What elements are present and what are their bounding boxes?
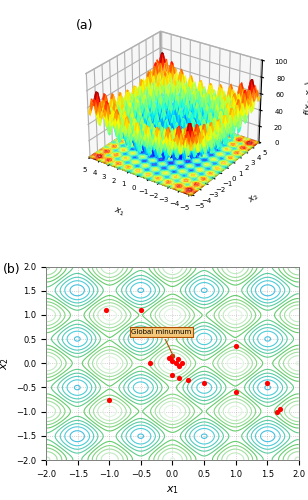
Point (175, 356, 180, 364)
Point (265, 378, 270, 386)
Point (274, 408, 279, 416)
Point (277, 405, 282, 413)
Point (173, 360, 178, 368)
Text: (b): (b) (3, 262, 21, 276)
Point (139, 306, 144, 314)
Point (148, 360, 153, 368)
Point (176, 362, 181, 370)
X-axis label: $x_1$: $x_1$ (166, 484, 179, 496)
Text: Global minumum: Global minumum (132, 329, 192, 357)
Point (107, 396, 112, 404)
Point (167, 354, 172, 362)
Text: (a): (a) (76, 19, 93, 32)
Point (176, 374, 181, 382)
Y-axis label: $x_2$: $x_2$ (246, 191, 261, 206)
Point (180, 360, 184, 368)
Point (186, 376, 191, 384)
Point (233, 342, 238, 350)
Point (201, 378, 206, 386)
Point (170, 357, 175, 365)
Point (104, 306, 109, 314)
Y-axis label: $x_2$: $x_2$ (0, 357, 11, 370)
X-axis label: $x_1$: $x_1$ (112, 205, 126, 218)
Point (233, 388, 238, 396)
Point (170, 372, 175, 380)
Point (170, 352, 175, 360)
